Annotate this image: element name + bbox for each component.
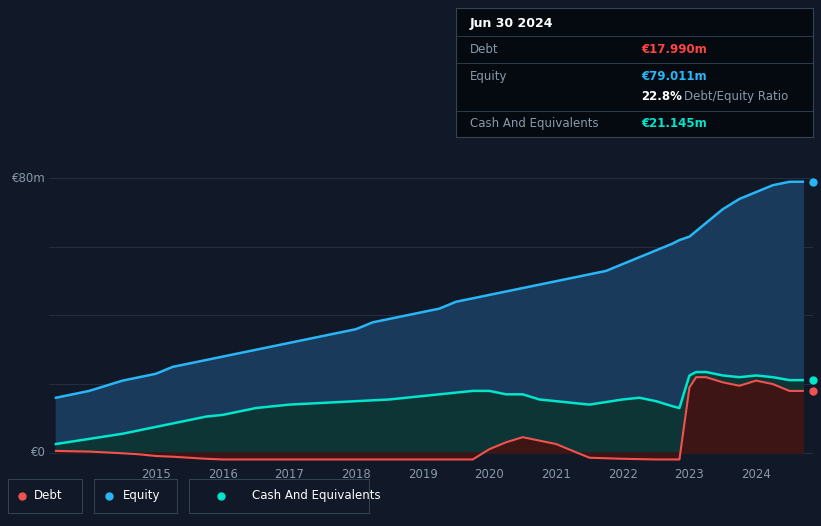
Text: Debt: Debt — [470, 43, 498, 56]
Text: €21.145m: €21.145m — [641, 117, 707, 130]
Text: 22.8%: 22.8% — [641, 90, 682, 104]
Text: €0: €0 — [30, 446, 45, 459]
Text: Equity: Equity — [123, 489, 161, 502]
Text: Equity: Equity — [470, 70, 507, 83]
Text: Jun 30 2024: Jun 30 2024 — [470, 17, 553, 30]
Text: €17.990m: €17.990m — [641, 43, 707, 56]
Text: €80m: €80m — [11, 172, 45, 185]
Text: Cash And Equivalents: Cash And Equivalents — [252, 489, 381, 502]
Text: Debt: Debt — [34, 489, 62, 502]
Text: €79.011m: €79.011m — [641, 70, 707, 83]
Text: Cash And Equivalents: Cash And Equivalents — [470, 117, 599, 130]
Text: Debt/Equity Ratio: Debt/Equity Ratio — [684, 90, 788, 104]
